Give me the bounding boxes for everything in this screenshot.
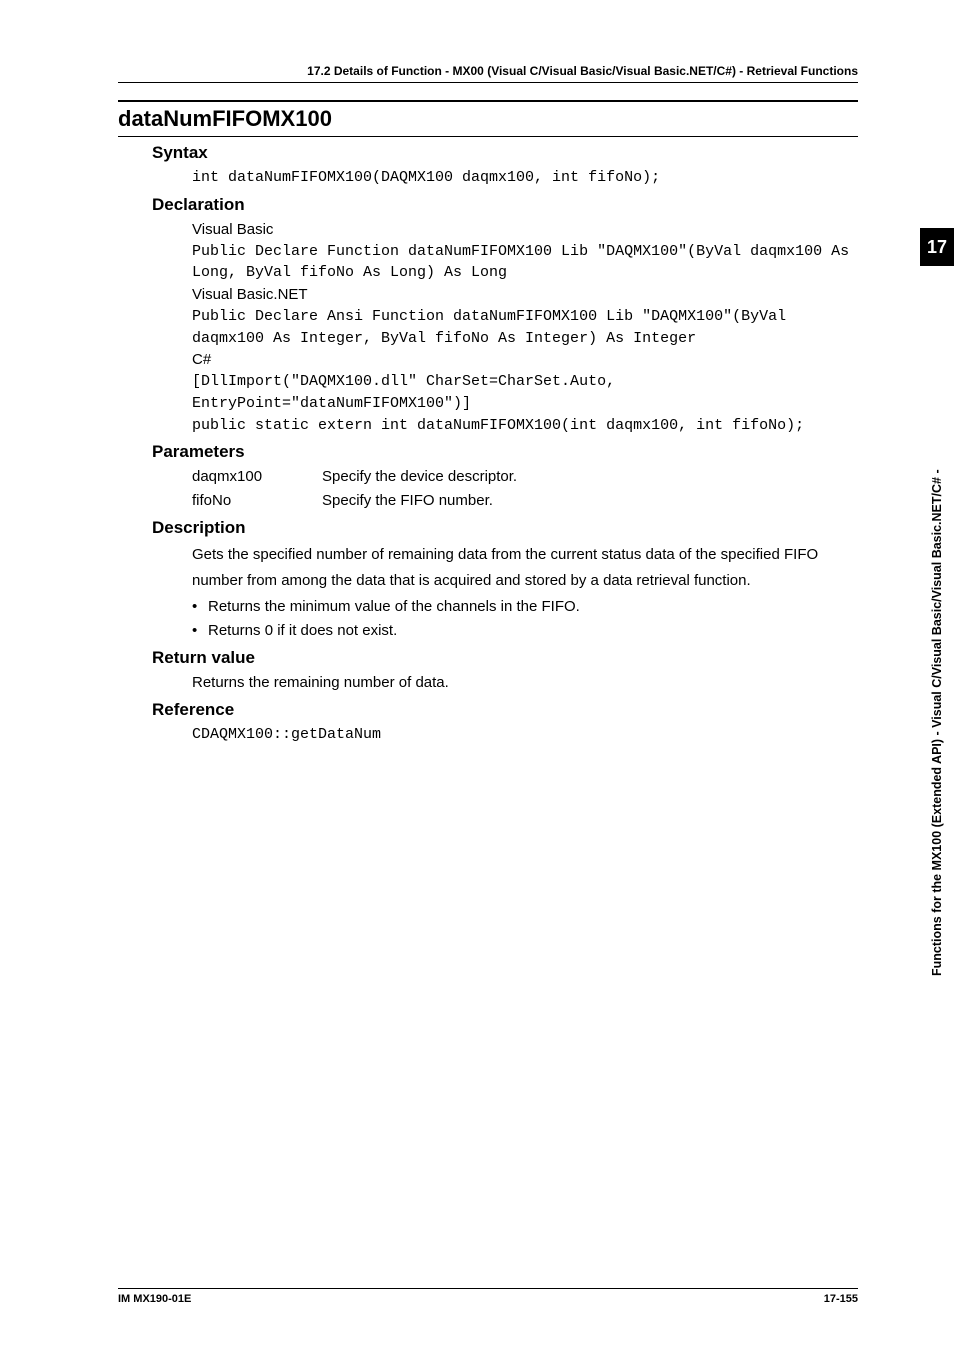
- bullet-item: • Returns the minimum value of the chann…: [192, 596, 858, 618]
- vb-code: Public Declare Function dataNumFIFOMX100…: [192, 241, 858, 285]
- csharp-code: [DllImport("DAQMX100.dll" CharSet=CharSe…: [192, 371, 858, 436]
- bullet-text: Returns 0 if it does not exist.: [208, 620, 397, 642]
- description-paragraph: Gets the specified number of remaining d…: [192, 542, 858, 595]
- footer-right: 17-155: [824, 1293, 858, 1305]
- bullet-icon: •: [192, 620, 208, 642]
- syntax-code: int dataNumFIFOMX100(DAQMX100 daqmx100, …: [192, 167, 858, 189]
- param-desc: Specify the device descriptor.: [322, 466, 517, 488]
- vbnet-code: Public Declare Ansi Function dataNumFIFO…: [192, 306, 858, 350]
- parameters-heading: Parameters: [152, 442, 858, 462]
- param-desc: Specify the FIFO number.: [322, 490, 493, 512]
- return-value-body: Returns the remaining number of data.: [192, 672, 858, 694]
- param-row: daqmx100 Specify the device descriptor.: [192, 466, 858, 488]
- page-footer: IM MX190-01E 17-155: [118, 1288, 858, 1305]
- chapter-tab: 17: [920, 228, 954, 266]
- description-body: Gets the specified number of remaining d…: [192, 542, 858, 642]
- param-name: fifoNo: [192, 490, 322, 512]
- footer-left: IM MX190-01E: [118, 1293, 191, 1305]
- page-header: 17.2 Details of Function - MX00 (Visual …: [118, 64, 858, 83]
- bullet-icon: •: [192, 596, 208, 618]
- reference-code: CDAQMX100::getDataNum: [192, 724, 858, 746]
- vbnet-label: Visual Basic.NET: [192, 284, 858, 306]
- bullet-text: Returns the minimum value of the channel…: [208, 596, 580, 618]
- reference-heading: Reference: [152, 700, 858, 720]
- syntax-heading: Syntax: [152, 143, 858, 163]
- param-name: daqmx100: [192, 466, 322, 488]
- declaration-body: Visual Basic Public Declare Function dat…: [192, 219, 858, 437]
- main-content: dataNumFIFOMX100 Syntax int dataNumFIFOM…: [118, 100, 858, 745]
- param-row: fifoNo Specify the FIFO number.: [192, 490, 858, 512]
- parameters-body: daqmx100 Specify the device descriptor. …: [192, 466, 858, 512]
- function-name-heading: dataNumFIFOMX100: [118, 100, 858, 137]
- description-heading: Description: [152, 518, 858, 538]
- declaration-heading: Declaration: [152, 195, 858, 215]
- side-chapter-title: Functions for the MX100 (Extended API) -…: [926, 276, 948, 976]
- bullet-item: • Returns 0 if it does not exist.: [192, 620, 858, 642]
- vb-label: Visual Basic: [192, 219, 858, 241]
- return-value-heading: Return value: [152, 648, 858, 668]
- csharp-label: C#: [192, 349, 858, 371]
